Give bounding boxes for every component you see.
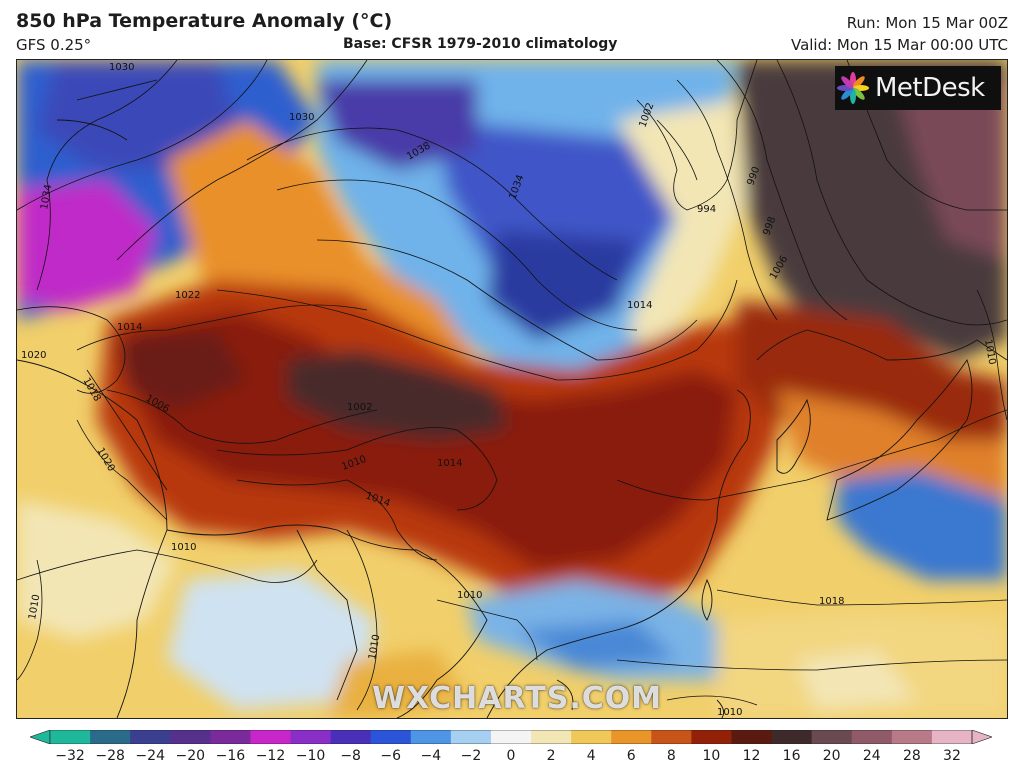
colorbar-cell (330, 730, 372, 744)
colorbar-tick-label: 16 (782, 748, 801, 764)
model-label: GFS 0.25° (16, 36, 92, 54)
colorbar-cell (170, 730, 211, 744)
colorbar-cell (851, 730, 893, 744)
map-canvas: 1030 1030 1034 1038 1034 1002 994 990 99… (17, 60, 1007, 718)
colorbar-tick-label: −8 (340, 748, 361, 764)
colorbar-cell (90, 730, 131, 744)
colorbar-tick-label: −20 (175, 748, 206, 764)
colorbar-ticks: −32 −28 −24 −20 −16 −12 −10 −8 −6 −4 −2 0 2 4 6 8 10 12 16… (0, 748, 1024, 772)
colorbar-cell (651, 730, 692, 744)
colorbar-tick-label: 0 (506, 748, 516, 764)
colorbar-cell (691, 730, 732, 744)
colorbar-tick-label: 32 (943, 748, 961, 764)
colorbar-cell (531, 730, 572, 744)
colorbar-tick-label: −16 (215, 748, 246, 764)
anomaly-map: 1030 1030 1034 1038 1034 1002 994 990 99… (16, 59, 1008, 719)
colorbar-tick-label: 2 (546, 748, 556, 764)
wxcharts-watermark: WXCHARTS.COM (372, 681, 663, 716)
colorbar-tick-label: 6 (626, 748, 636, 764)
colorbar-tick-label: 20 (822, 748, 841, 764)
colorbar-tick-label: −6 (380, 748, 402, 764)
colorbar-cell (811, 730, 853, 744)
isobar-label: 1014 (117, 322, 142, 333)
colorbar-cell (490, 730, 532, 744)
isobar-label: 1020 (21, 350, 46, 361)
isobar-label: 1014 (627, 300, 652, 311)
valid-time-label: Valid: Mon 15 Mar 00:00 UTC (790, 36, 1008, 54)
colorbar-cell (611, 730, 652, 744)
isobar-label: 1018 (819, 596, 844, 607)
isobar-label: 1010 (367, 634, 382, 661)
colorbar-cell (290, 730, 332, 744)
anomaly-field (17, 60, 1007, 718)
run-time-label: Run: Mon 15 Mar 00Z (846, 14, 1008, 32)
colorbar-cell (130, 730, 171, 744)
isobar-labels: 1030 1030 1034 1038 1034 1002 994 990 99… (21, 62, 997, 718)
colorbar-extend-high (971, 730, 992, 744)
isobar-label: 1002 (347, 402, 372, 413)
colorbar-cell (731, 730, 773, 744)
metdesk-logo-text: MetDesk (875, 73, 985, 103)
colorbar (30, 730, 992, 744)
map-title: 850 hPa Temperature Anomaly (°C) (16, 10, 393, 32)
colorbar-cell (250, 730, 292, 744)
colorbar-tick-label: −24 (135, 748, 165, 764)
isobar-label: 1030 (289, 112, 314, 123)
isobars (17, 60, 1007, 711)
isobar-label: 1034 (39, 184, 54, 211)
colorbar-cell (410, 730, 452, 744)
metdesk-pinwheel-icon (837, 72, 869, 104)
colorbar-tick-label: 24 (862, 748, 881, 764)
colorbar-tick-label: 4 (586, 748, 596, 764)
isobar-label: 1014 (437, 458, 462, 469)
colorbar-tick-label: −28 (95, 748, 125, 764)
colorbar-tick-label: −32 (55, 748, 85, 764)
colorbar-cell (370, 730, 412, 744)
isobar-label: 1022 (175, 290, 200, 301)
colorbar-cell (771, 730, 813, 744)
colorbar-tick-label: 10 (702, 748, 721, 764)
colorbar-cell (891, 730, 933, 744)
isobar-label: 1010 (27, 594, 42, 621)
isobar-label: 1010 (457, 590, 482, 601)
coastlines (17, 79, 1007, 718)
colorbar-tick-label: −2 (460, 748, 482, 764)
metdesk-logo: MetDesk (835, 66, 1001, 110)
isobar-label: 1010 (982, 339, 997, 366)
colorbar-tick-label: 8 (666, 748, 676, 764)
colorbar-tick-label: −12 (255, 748, 286, 764)
colorbar-cell (571, 730, 612, 744)
colorbar-tick-label: −10 (295, 748, 326, 764)
colorbar-extend-low (30, 730, 51, 744)
colorbar-cell (210, 730, 251, 744)
isobar-label: 1010 (717, 707, 742, 718)
colorbar-cell (450, 730, 492, 744)
colorbar-tick-label: −4 (420, 748, 442, 764)
isobar-label: 1010 (171, 542, 196, 553)
isobar-label: 994 (697, 204, 716, 215)
colorbar-cell (931, 730, 973, 744)
isobar-label: 1030 (109, 62, 134, 73)
colorbar-tick-label: 28 (902, 748, 921, 764)
climatology-base-label: Base: CFSR 1979-2010 climatology (343, 36, 618, 52)
colorbar-tick-label: 12 (742, 748, 761, 764)
colorbar-cell (50, 730, 91, 744)
